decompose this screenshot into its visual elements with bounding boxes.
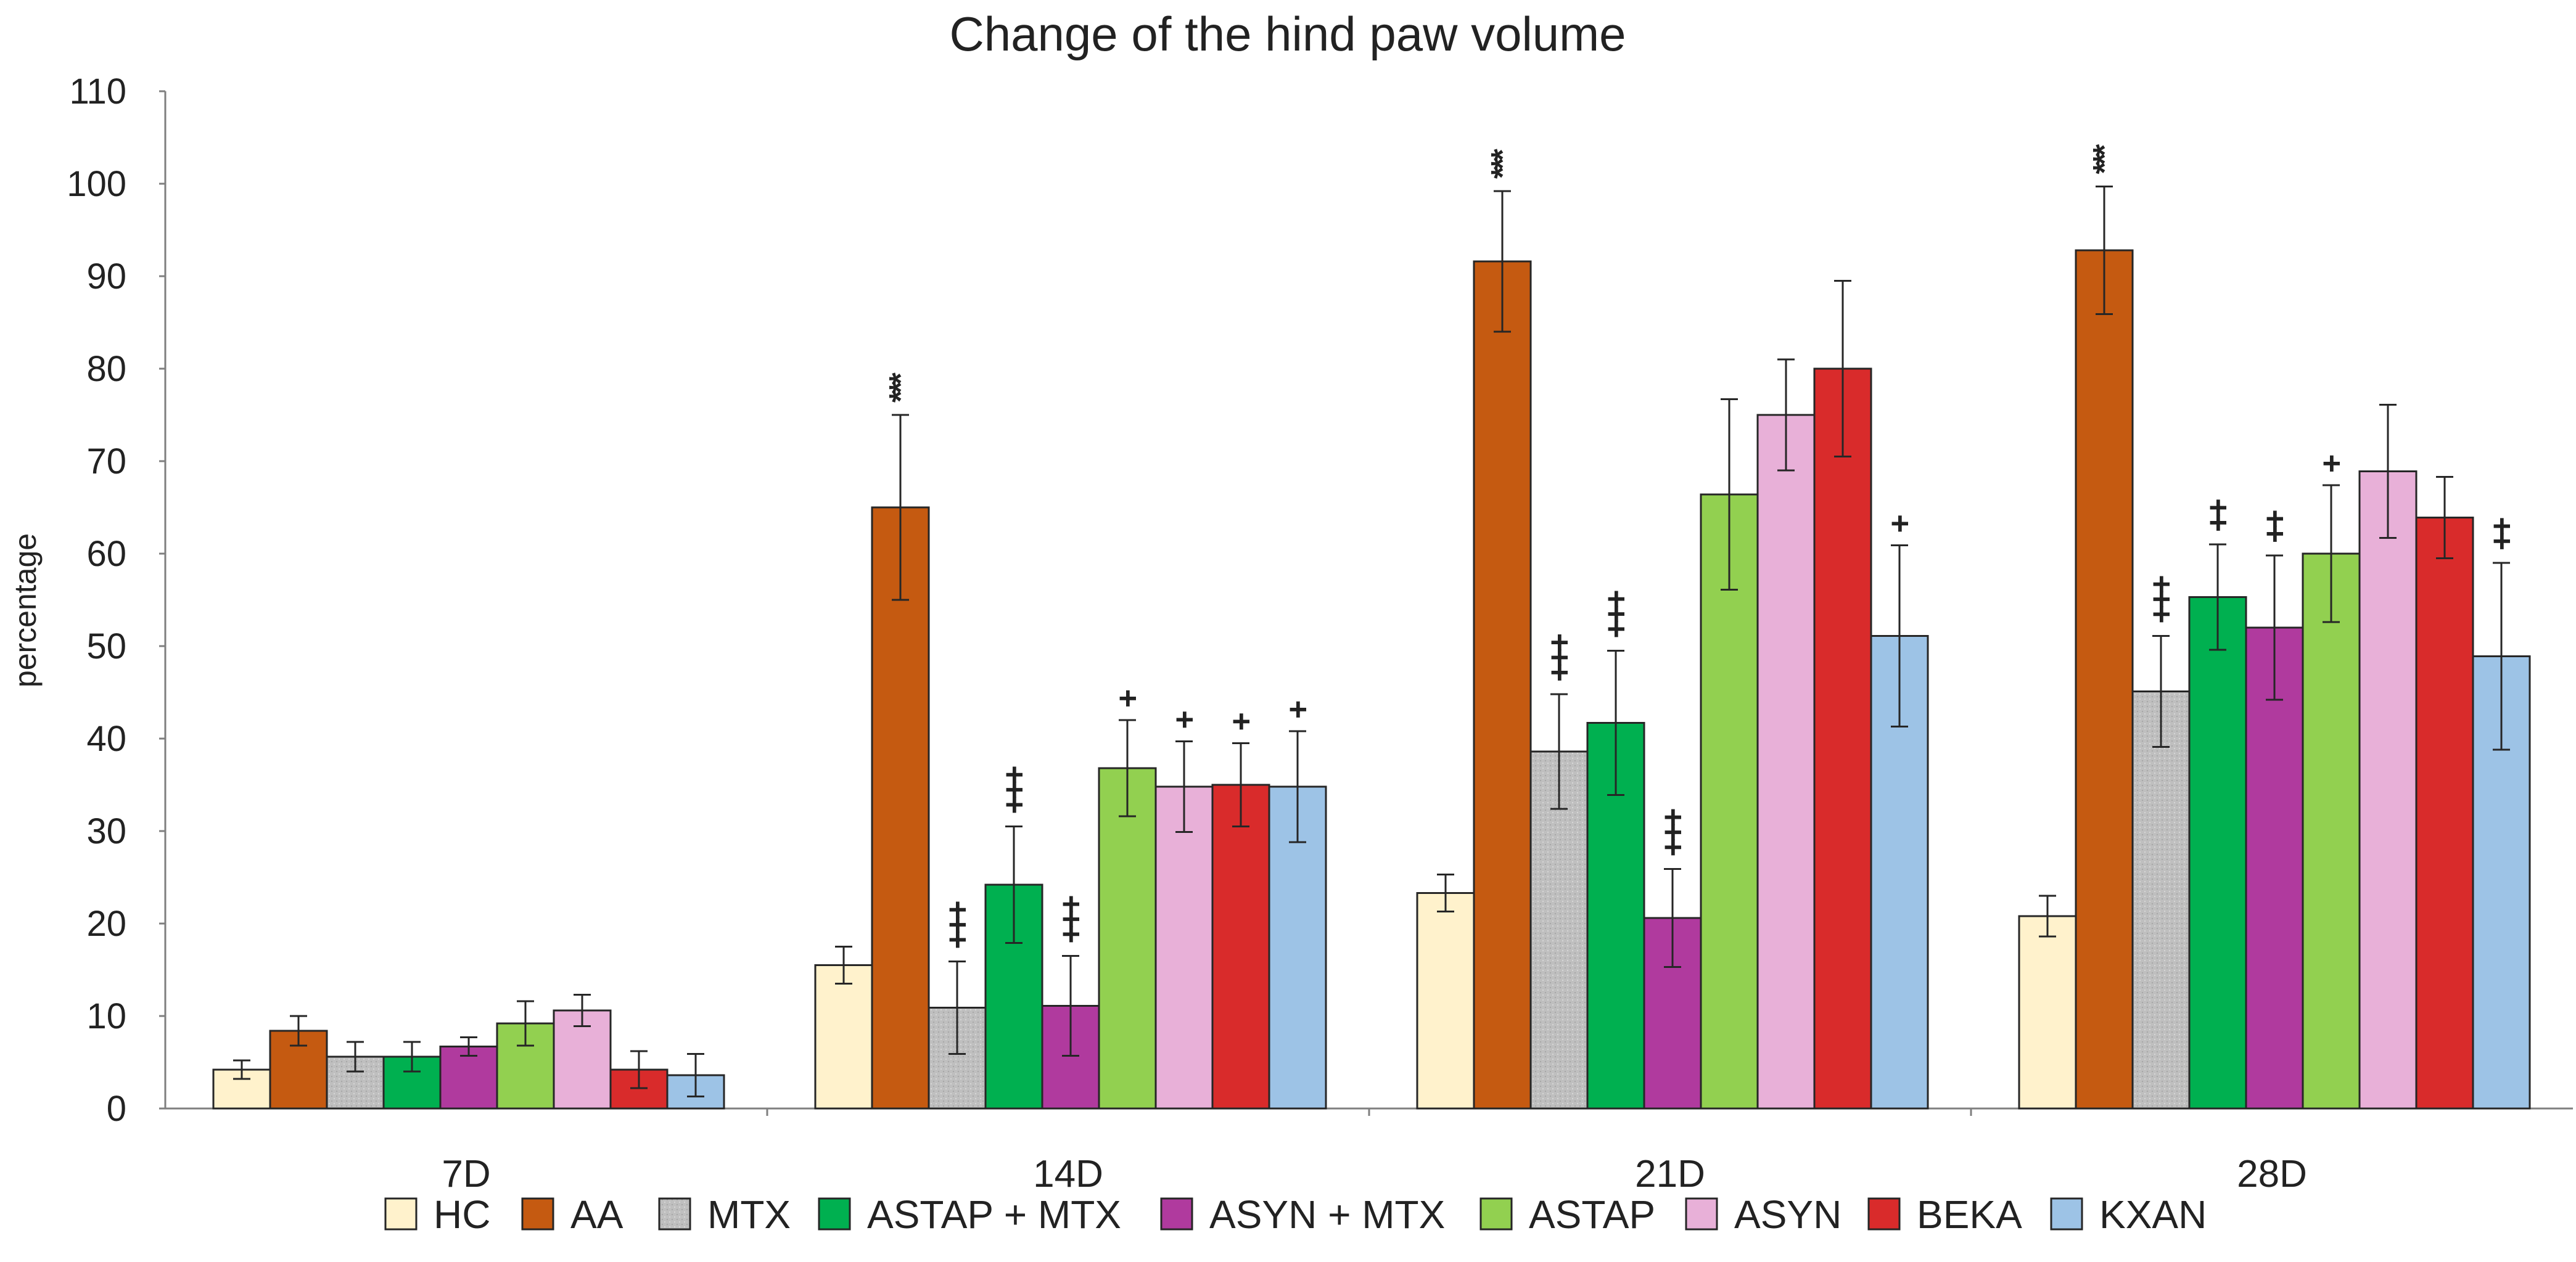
legend-label: ASTAP + MTX [867, 1192, 1121, 1237]
significance-marker: + [1882, 515, 1918, 533]
x-category-label: 14D [1033, 1153, 1103, 1195]
bar [871, 506, 930, 1110]
bar [2358, 470, 2418, 1110]
legend-swatch [1685, 1197, 1718, 1231]
legend-swatch [818, 1197, 851, 1231]
x-category-label: 21D [1635, 1153, 1705, 1195]
legend-label: ASTAP [1529, 1192, 1655, 1237]
significance-marker: +++ [1542, 634, 1578, 682]
legend-label: ASYN [1734, 1192, 1841, 1237]
y-axis-label: percentage [8, 533, 43, 687]
y-tick-label: 10 [86, 996, 126, 1036]
legend-label: BEKA [1917, 1192, 2022, 1237]
bar [814, 964, 873, 1110]
bar [1473, 260, 1532, 1110]
bar [2018, 915, 2077, 1110]
x-category-label: 28D [2237, 1153, 2307, 1195]
y-tick-label: 80 [86, 349, 126, 389]
bar [1756, 414, 1816, 1110]
significance-marker: +++ [1599, 591, 1634, 639]
y-tick-label: 110 [70, 72, 126, 112]
significance-marker: + [1110, 690, 1146, 708]
significance-marker: +++ [1053, 896, 1089, 944]
significance-marker: *** [1485, 149, 1521, 179]
legend-label: KXAN [2099, 1192, 2207, 1237]
legend: HC AA MTX ASTAP + MTX ASYN + MTX ASTAP ASYN BEK… [384, 1192, 2207, 1237]
legend-swatch [384, 1197, 418, 1231]
bar [2188, 596, 2247, 1110]
legend-swatch [2050, 1197, 2083, 1231]
bar [1416, 892, 1475, 1110]
legend-swatch [1479, 1197, 1513, 1231]
significance-marker: +++ [997, 766, 1032, 814]
bar [2302, 552, 2361, 1110]
y-tick-label: 20 [86, 904, 126, 944]
y-tick-label: 100 [67, 164, 126, 204]
significance-marker: + [2314, 455, 2350, 473]
chart-title: Change of the hind paw volume [949, 7, 1626, 61]
significance-marker: + [1167, 711, 1203, 729]
significance-marker: ++ [2200, 499, 2236, 532]
legend-swatch [658, 1197, 691, 1231]
y-tick-label: 60 [86, 534, 126, 574]
y-tick-label: 50 [86, 626, 126, 666]
y-tick-label: 30 [86, 811, 126, 851]
bar [1813, 367, 1872, 1110]
y-tick-label: 90 [86, 256, 126, 297]
significance-marker: + [1280, 701, 1316, 719]
significance-marker: ++ [2484, 518, 2520, 551]
legend-label: AA [570, 1192, 623, 1237]
y-tick-label: 70 [86, 441, 126, 481]
bar [2415, 517, 2474, 1110]
bar [2131, 690, 2191, 1110]
y-tick-label: 0 [107, 1089, 126, 1129]
bar [1529, 750, 1589, 1110]
bar [1098, 767, 1157, 1110]
bar [2245, 626, 2304, 1110]
y-tick-label: 40 [86, 719, 126, 759]
bar [1154, 785, 1214, 1110]
significance-marker: + [1224, 713, 1259, 731]
legend-swatch [1867, 1197, 1901, 1231]
x-category-label: 7D [442, 1153, 490, 1195]
bar [1211, 784, 1270, 1110]
significance-marker: *** [2087, 144, 2123, 174]
legend-label: HC [434, 1192, 490, 1237]
significance-marker: +++ [940, 901, 976, 949]
significance-marker: +++ [2144, 576, 2179, 624]
legend-swatch [1160, 1197, 1193, 1231]
legend-swatch [521, 1197, 554, 1231]
significance-marker: +++ [1655, 809, 1691, 857]
legend-label: ASYN + MTX [1209, 1192, 1445, 1237]
significance-marker: ++ [2257, 510, 2293, 543]
bar [2075, 249, 2134, 1110]
legend-label: MTX [707, 1192, 791, 1237]
significance-marker: *** [883, 372, 919, 403]
